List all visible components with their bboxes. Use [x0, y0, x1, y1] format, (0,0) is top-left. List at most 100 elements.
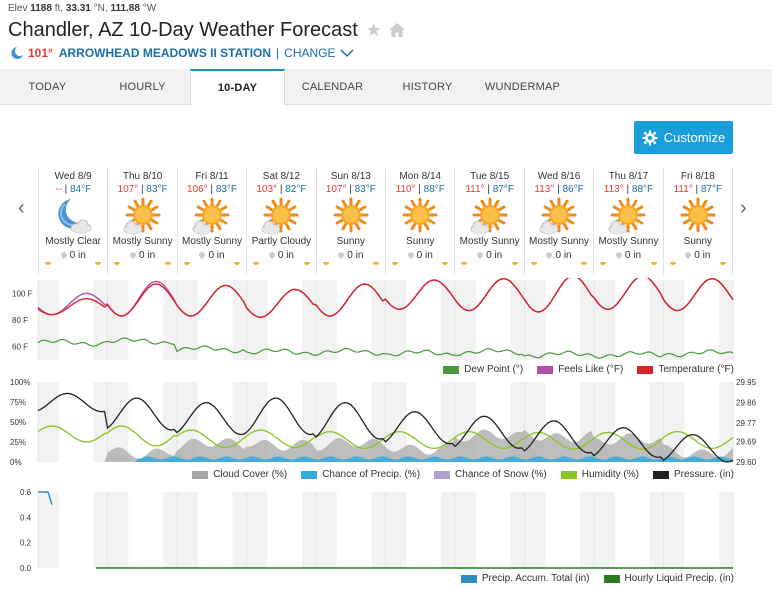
precip-ytick: 0.4: [20, 513, 32, 522]
night-band: [649, 280, 664, 360]
chance-precip-legend-item[interactable]: Chance of Precip. (%): [301, 469, 420, 480]
temperature-line: [37, 278, 734, 319]
precip-legend: Precip. Accum. Total (in) Hourly Liquid P…: [447, 573, 734, 584]
sun-cloud-icon: [468, 196, 512, 236]
cloud-cover-area: [93, 429, 734, 462]
moon-cloud-icon: [51, 196, 95, 236]
day-low: 87°F: [492, 184, 514, 195]
day-condition: Sunny: [336, 236, 365, 247]
raindrop-icon: [475, 250, 485, 260]
customize-button[interactable]: Customize: [634, 121, 733, 154]
night-band: [441, 280, 455, 360]
night-band: [719, 280, 733, 360]
precip-accum-legend-item[interactable]: Precip. Accum. Total (in): [460, 573, 590, 584]
title-row: Chandler, AZ 10-Day Weather Forecast ★: [8, 17, 406, 43]
feels-like-swatch: [537, 365, 554, 374]
tab-hourly[interactable]: HOURLY: [119, 81, 166, 93]
day-card[interactable]: Sun 8/13 107° | 83°F Sunny 0 in: [315, 167, 385, 275]
night-band: [93, 280, 108, 360]
night-band: [510, 492, 525, 568]
day-card[interactable]: Thu 8/17 113° | 88°F Mostly Sunny 0 in: [593, 167, 662, 275]
sunrise-sunset-markers: [525, 262, 593, 265]
night-band: [663, 280, 685, 360]
tab-today[interactable]: TODAY: [28, 81, 67, 93]
feels-like-legend-item[interactable]: Feels Like (°F): [537, 364, 623, 375]
day-precip-amount: 0 in: [486, 250, 503, 261]
tab-history[interactable]: HISTORY: [402, 81, 453, 93]
temperature-legend: Dew Point (°) Feels Like (°F) Temperature …: [429, 364, 734, 375]
chevron-down-icon[interactable]: [339, 48, 354, 58]
sunset-icon: [581, 262, 588, 265]
prev-arrow-icon[interactable]: ‹: [18, 197, 25, 219]
temperature-legend-label: Temperature (°F): [658, 364, 734, 375]
cloud-cover-legend-item[interactable]: Cloud Cover (%): [192, 469, 287, 480]
tab-wundermap[interactable]: WUNDERMAP: [484, 81, 561, 93]
night-band: [385, 280, 407, 360]
next-arrow-icon[interactable]: ›: [740, 197, 747, 219]
hourly-liquid-legend-item[interactable]: Hourly Liquid Precip. (in): [603, 573, 734, 584]
day-card[interactable]: Tue 8/15 111° | 87°F Mostly Sunny 0 in: [454, 167, 523, 275]
day-precip: 0 in: [664, 250, 732, 261]
tab-calendar[interactable]: CALENDAR: [301, 81, 364, 93]
current-temperature: 101°: [28, 46, 53, 60]
day-low: 86°F: [562, 184, 584, 195]
sun-cloud-icon: [190, 196, 234, 236]
precip-accum-line: [38, 491, 53, 505]
day-card[interactable]: Wed 8/16 113° | 86°F Mostly Sunny 0 in: [523, 167, 593, 275]
day-hi-lo: 107° | 83°F: [325, 184, 376, 195]
favorite-star-icon[interactable]: ★: [365, 19, 382, 40]
temperature-legend-item[interactable]: Temperature (°F): [637, 364, 734, 375]
pressure-legend-item[interactable]: Pressure. (in): [652, 469, 734, 480]
night-band: [232, 492, 247, 568]
sunrise-sunset-markers: [455, 262, 523, 265]
night-band: [107, 280, 129, 360]
night-band: [316, 280, 337, 360]
sunset-icon: [720, 262, 727, 265]
sunrise-sunset-markers: [664, 262, 732, 265]
day-card[interactable]: Wed 8/9 -- | 84°F Mostly Clear 0 in: [38, 167, 107, 275]
cloud-humidity-legend: Cloud Cover (%) Chance of Precip. (%) Chan…: [178, 469, 734, 480]
sunrise-icon: [253, 262, 260, 265]
tab-10-day[interactable]: 10-DAY: [190, 69, 285, 106]
day-card[interactable]: Mon 8/14 110° | 88°F Sunny 0 in: [385, 167, 454, 275]
humidity-legend-item[interactable]: Humidity (%): [560, 469, 639, 480]
day-low: 88°F: [631, 184, 654, 195]
sun-icon: [398, 196, 442, 236]
night-band: [246, 492, 268, 568]
day-date: Wed 8/9: [54, 171, 92, 182]
station-name[interactable]: ARROWHEAD MEADOWS II STATION: [58, 46, 272, 60]
night-band: [371, 492, 386, 568]
day-card[interactable]: Fri 8/18 111° | 87°F Sunny 0 in: [662, 167, 734, 275]
dew-point-legend-item[interactable]: Dew Point (°): [443, 364, 523, 375]
sun-cloud-icon: [259, 196, 303, 236]
night-band: [232, 280, 247, 360]
day-card[interactable]: Fri 8/11 106° | 83°F Mostly Sunny 0 in: [176, 167, 246, 275]
cloud-humidity-pressure-chart: 100% 75% 50% 25% 0% 29.95 29.86 29.77 29.69 29.60: [10, 378, 757, 467]
humidity-line: [37, 425, 734, 450]
chance-snow-legend-item[interactable]: Chance of Snow (%): [434, 469, 547, 480]
night-band: [246, 280, 268, 360]
raindrop-icon: [198, 250, 207, 260]
day-precip: 0 in: [178, 250, 246, 261]
night-band: [316, 492, 337, 568]
day-date: Thu 8/17: [608, 171, 649, 182]
dew-point-legend-label: Dew Point (°): [464, 364, 524, 375]
moon-icon: [11, 47, 23, 59]
sunrise-icon: [600, 262, 607, 265]
sunrise-sunset-markers: [39, 262, 107, 265]
change-station-link[interactable]: CHANGE: [284, 46, 336, 60]
night-band: [663, 382, 685, 462]
day-condition: Mostly Sunny: [459, 236, 520, 247]
day-card[interactable]: Thu 8/10 107° | 83°F Mostly Sunny 0 in: [107, 167, 176, 275]
day-precip: 0 in: [247, 250, 315, 261]
temp-ytick: 80 F: [12, 316, 28, 325]
day-hi-lo: 113° | 86°F: [534, 184, 584, 195]
percent-ytick: 100%: [10, 378, 30, 387]
sunset-icon: [164, 262, 171, 265]
page-title: Chandler, AZ 10-Day Weather Forecast: [8, 18, 358, 41]
pressure-ytick: 29.95: [736, 378, 757, 387]
home-icon[interactable]: [388, 22, 406, 38]
day-card[interactable]: Sat 8/12 103° | 82°F Partly Cloudy 0 in: [246, 167, 315, 275]
sun-icon: [676, 196, 720, 236]
day-low: 84°F: [70, 184, 92, 195]
